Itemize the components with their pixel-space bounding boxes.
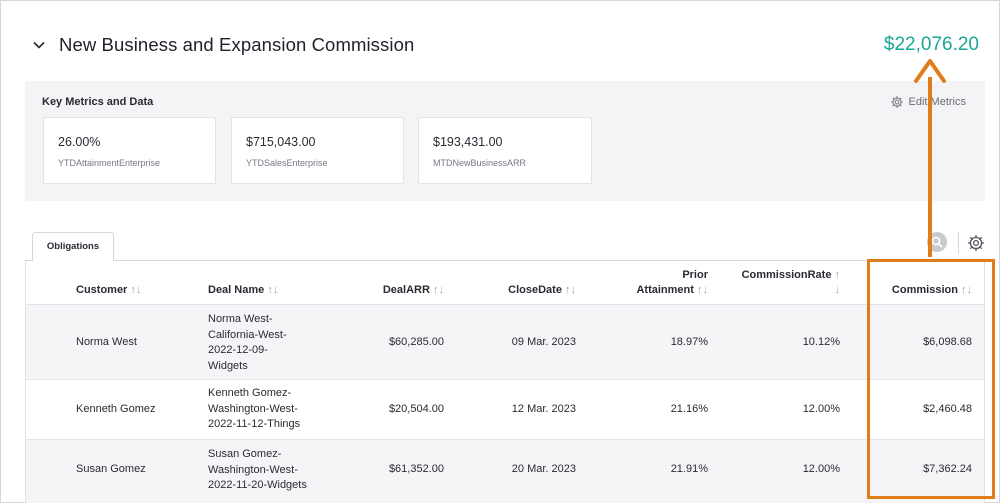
page-title: New Business and Expansion Commission (59, 34, 415, 55)
sort-icon: ↑↓ (433, 284, 444, 296)
column-deal-name[interactable]: Deal Name ↑↓ (208, 284, 279, 296)
cell-commission: $2,460.48 (923, 403, 972, 415)
metric-value: 26.00% (58, 135, 101, 149)
cell-prior-attainment: 21.91% (670, 463, 708, 475)
metric-label: YTDSalesEnterprise (246, 158, 328, 168)
panel-header: New Business and Expansion Commission $2… (1, 1, 1000, 91)
cell-deal-name: Norma West- California-West- 2022-12-09-… (208, 313, 287, 372)
table-settings-icon[interactable] (967, 234, 985, 252)
search-button[interactable] (927, 232, 947, 252)
cell-close-date: 20 Mar. 2023 (511, 463, 576, 475)
cell-commission-rate: 10.12% (802, 336, 840, 348)
column-deal-arr[interactable]: DealARR ↑↓ (382, 284, 444, 296)
table-row[interactable]: Susan Gomez Susan Gomez- Washington-West… (26, 440, 984, 503)
metric-value: $193,431.00 (433, 135, 503, 149)
tab-divider (25, 260, 985, 261)
key-metrics-section: Key Metrics and Data Edit Metrics 26.00%… (25, 81, 985, 201)
edit-metrics-label: Edit Metrics (908, 96, 966, 108)
obligations-table: Customer ↑↓ Deal Name ↑↓ DealARR ↑↓ Clos… (25, 261, 985, 503)
metric-label: YTDAttainmentEnterprise (58, 158, 161, 168)
table-row[interactable]: Norma West Norma West- California-West- … (26, 305, 984, 380)
metric-card: 26.00% YTDAttainmentEnterprise (43, 117, 216, 184)
cell-prior-attainment: 21.16% (670, 403, 708, 415)
metric-card: $193,431.00 MTDNewBusinessARR (418, 117, 592, 184)
cell-commission: $7,362.24 (923, 463, 972, 475)
cell-customer: Kenneth Gomez (76, 403, 156, 415)
metric-label: MTDNewBusinessARR (433, 158, 527, 168)
search-icon (931, 236, 943, 248)
column-customer[interactable]: Customer ↑↓ (76, 284, 142, 296)
gear-icon (890, 95, 903, 109)
metrics-title: Key Metrics and Data (42, 96, 154, 108)
sort-icon: ↑↓ (130, 284, 142, 296)
tab-obligations[interactable]: Obligations (32, 232, 114, 261)
column-close-date[interactable]: CloseDate ↑↓ (508, 284, 576, 296)
total-commission: $22,076.20 (883, 34, 979, 55)
cell-deal-arr: $61,352.00 (388, 463, 444, 475)
cell-commission: $6,098.68 (923, 336, 972, 348)
metric-value: $715,043.00 (246, 135, 316, 149)
cell-deal-name: Kenneth Gomez- Washington-West- 2022-11-… (208, 387, 301, 430)
edit-metrics-button[interactable]: Edit Metrics (890, 95, 966, 109)
cell-customer: Susan Gomez (76, 463, 146, 475)
column-commission-rate[interactable]: CommissionRate ↑ ↓ (741, 269, 840, 296)
table-row[interactable]: Kenneth Gomez Kenneth Gomez- Washington-… (26, 380, 984, 440)
column-commission[interactable]: Commission ↑↓ (891, 284, 972, 296)
cell-deal-arr: $20,504.00 (388, 403, 444, 415)
cell-deal-name: Susan Gomez- Washington-West- 2022-11-20… (208, 448, 307, 491)
cell-commission-rate: 12.00% (802, 463, 840, 475)
cell-deal-arr: $60,285.00 (388, 336, 444, 348)
chevron-down-icon[interactable] (31, 37, 47, 53)
metric-card: $715,043.00 YTDSalesEnterprise (231, 117, 404, 184)
sort-icon: ↑↓ (565, 284, 576, 296)
sort-icon: ↑↓ (961, 284, 972, 296)
sort-icon: ↑↓ (697, 284, 708, 296)
cell-prior-attainment: 18.97% (670, 336, 708, 348)
cell-close-date: 09 Mar. 2023 (511, 336, 576, 348)
sort-icon: ↑↓ (267, 284, 279, 296)
cell-customer: Norma West (76, 336, 137, 348)
cell-commission-rate: 12.00% (802, 403, 840, 415)
column-prior-attainment[interactable]: Prior Attainment ↑↓ (636, 269, 708, 296)
toolbar-separator (958, 232, 959, 254)
cell-close-date: 12 Mar. 2023 (511, 403, 576, 415)
table-header: Customer ↑↓ Deal Name ↑↓ DealARR ↑↓ Clos… (26, 261, 984, 305)
